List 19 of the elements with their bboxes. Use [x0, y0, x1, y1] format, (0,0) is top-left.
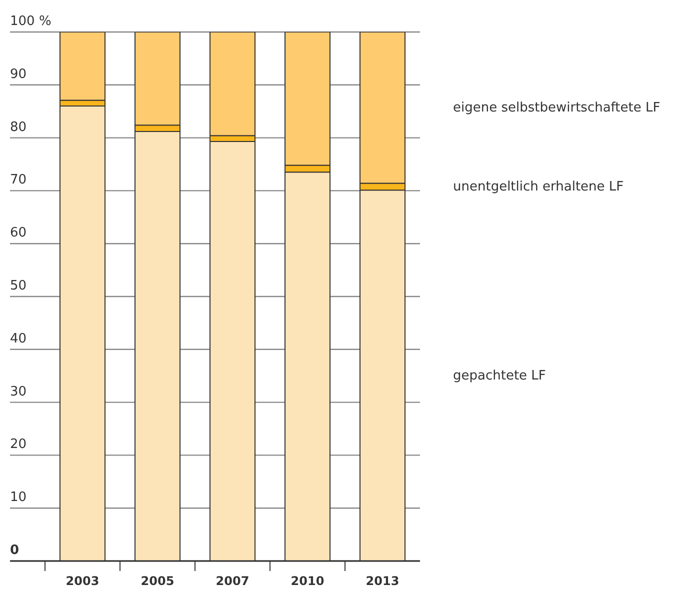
text: unentgeltlich erhaltene LF — [453, 180, 624, 195]
x-tick-label: 2007 — [216, 574, 250, 588]
y-tick-label: 40 — [10, 331, 27, 346]
y-tick-label: 100 % — [10, 14, 52, 29]
y-tick-label: 10 — [10, 490, 27, 506]
text: gepachtete LF — [453, 368, 546, 384]
y-tick-label: 70 — [10, 172, 27, 188]
y-tick-label: 20 — [10, 437, 27, 452]
y-tick-label: 60 — [10, 226, 27, 241]
y-tick-label: 90 — [10, 66, 27, 82]
y-tick-label: 0 — [10, 543, 20, 558]
x-tick-label: 2005 — [140, 574, 174, 588]
y-tick-label: 80 — [10, 120, 27, 135]
x-tick-label: 2003 — [66, 574, 100, 588]
x-tick-label: 2010 — [290, 574, 324, 588]
y-tick-label: 30 — [10, 384, 27, 400]
y-tick-label: 50 — [10, 278, 27, 294]
x-tick-label: 2013 — [366, 574, 400, 588]
text: eigene selbstbewirtschaftete LF — [453, 100, 660, 116]
